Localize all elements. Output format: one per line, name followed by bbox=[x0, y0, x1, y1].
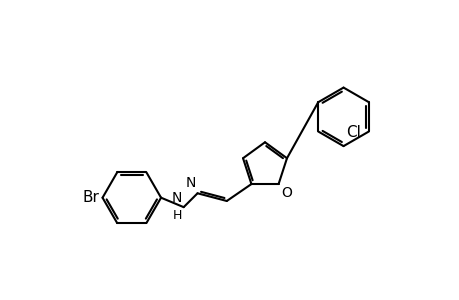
Text: H: H bbox=[173, 209, 182, 222]
Text: Cl: Cl bbox=[345, 125, 360, 140]
Text: O: O bbox=[281, 186, 292, 200]
Text: Br: Br bbox=[83, 190, 99, 205]
Text: N: N bbox=[185, 176, 196, 190]
Text: N: N bbox=[171, 191, 182, 205]
